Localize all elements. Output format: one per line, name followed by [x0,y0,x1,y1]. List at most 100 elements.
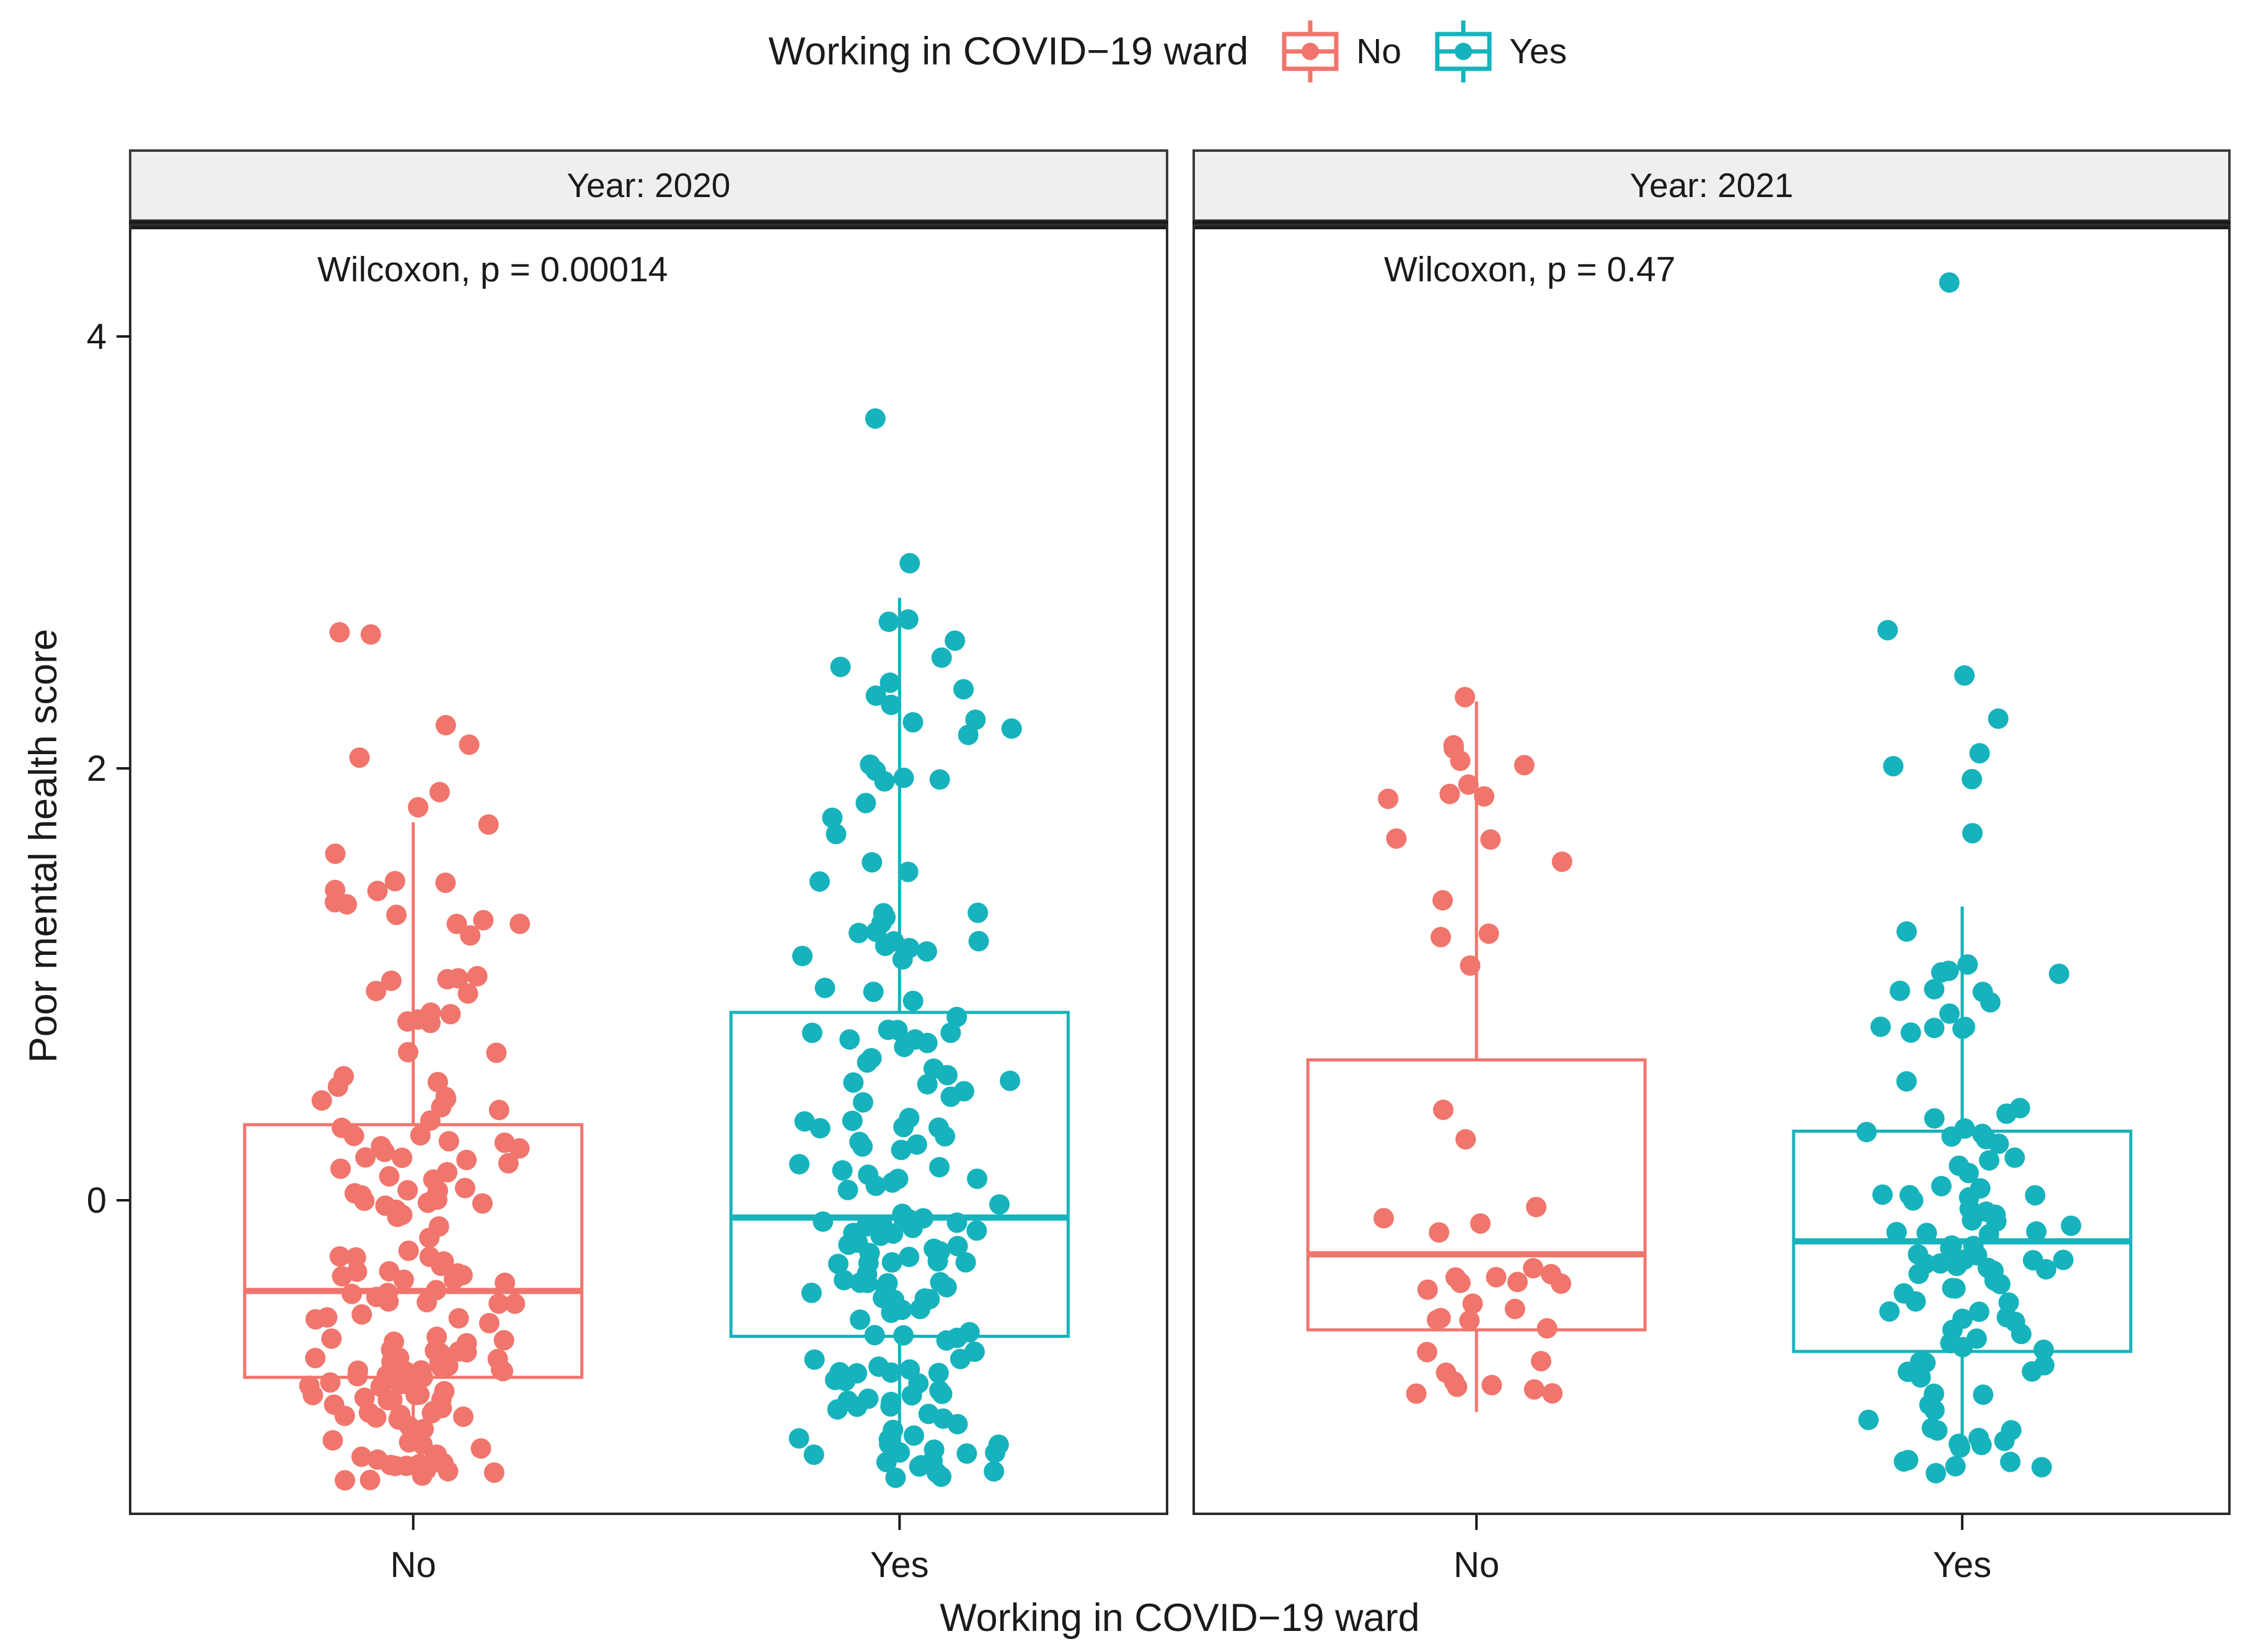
jitter-point [317,1307,338,1328]
jitter-point [483,1462,505,1483]
jitter-point [910,1298,931,1319]
jitter-point [2033,1339,2054,1360]
jitter-point [864,1325,885,1346]
jitter-point [803,1444,824,1465]
jitter-point [446,913,467,934]
jitter-point [498,1153,519,1174]
jitter-point [906,1134,927,1155]
legend-item-yes[interactable]: Yes [1434,17,1567,86]
jitter-point [410,1125,431,1146]
jitter-point [478,1312,500,1333]
jitter-point [2061,1215,2081,1236]
jitter-point [1931,1175,1952,1197]
jitter-point [478,814,499,835]
jitter-point [918,1404,939,1425]
jitter-point [1417,1279,1438,1300]
jitter-point [493,1330,514,1351]
jitter-point [967,902,989,923]
jitter-point [1001,718,1022,739]
jitter-point [431,1397,452,1418]
jitter-point [1879,1301,1900,1322]
jitter-point [1977,1257,1998,1278]
jitter-point [809,871,830,892]
jitter-point [2048,964,2069,984]
jitter-point [1470,1213,1491,1234]
jitter-point [901,1385,922,1406]
jitter-point [1980,992,2001,1013]
jitter-point [431,1452,452,1474]
jitter-point [1514,755,1535,776]
facet-strip-2020: Year: 2020 [566,166,731,204]
jitter-point [1856,1122,1877,1143]
jitter-point [2031,1457,2052,1478]
jitter-point [955,1252,976,1273]
legend-item-no[interactable]: No [1280,17,1401,86]
jitter-point [928,1363,949,1384]
jitter-point [878,611,899,632]
jitter-point [968,931,989,952]
jitter-point [878,1290,899,1311]
jitter-point [984,1461,1005,1482]
jitter-point [959,1322,980,1343]
jitter-point [1900,1022,1921,1043]
jitter-point [842,1110,863,1131]
jitter-point [1542,1383,1563,1404]
x-tick-label: Yes [1933,1545,1992,1585]
jitter-point [967,1168,988,1189]
jitter-point [488,1293,509,1314]
jitter-point [1523,1379,1545,1400]
jitter-point [1925,1462,1946,1483]
jitter-point [448,1307,469,1329]
jitter-point [337,894,358,915]
facet-strip-box [1192,149,2231,222]
jitter-point [1978,1150,1999,1171]
jitter-point [881,695,902,715]
jitter-point [794,1111,815,1132]
jitter-point [1958,1162,1979,1184]
jitter-point [1954,1249,1975,1270]
jitter-point [1896,921,1917,942]
jitter-point [1433,1099,1454,1120]
jitter-point [928,1117,949,1138]
jitter-point [1429,1222,1450,1243]
jitter-point [848,923,870,944]
y-tick-label: 0 [87,1180,107,1221]
jitter-point [947,1236,968,1257]
jitter-point [1994,1430,2015,1451]
x-tick-label: No [1453,1545,1499,1585]
jitter-point [865,408,886,429]
jitter-point [1968,1301,1990,1322]
jitter-point [1474,786,1495,807]
jitter-point [1462,1293,1483,1314]
jitter-point [437,1162,457,1183]
jitter-point [1952,1337,1973,1358]
jitter-point [486,1042,507,1063]
jitter-point [305,1348,326,1369]
boxplot-key-icon-yes [1435,20,1492,82]
jitter-point [1450,1272,1471,1293]
jitter-point [324,1394,345,1415]
jitter-point [881,1252,902,1273]
facet-strip-2021: Year: 2021 [1629,166,1794,204]
legend: Working in COVID−19 ward No Yes [0,11,2261,92]
jitter-point [804,1349,825,1370]
jitter-point [904,1425,924,1446]
panel-border [129,224,1168,1515]
jitter-point [1930,1253,1951,1274]
jitter-point [1526,1197,1547,1218]
jitter-point [923,1439,945,1460]
jitter-point [1969,743,1990,764]
jitter-point [1923,1383,1944,1404]
jitter-point [1962,823,1983,844]
jitter-point [1950,1437,1971,1458]
y-axis-title: Poor mental health score [22,628,65,1063]
jitter-point [989,1194,1010,1215]
jitter-point [885,1467,906,1488]
jitter-point [379,1261,400,1282]
jitter-point [945,630,966,651]
jitter-point [2004,1147,2025,1168]
jitter-point [1551,1273,1572,1294]
jitter-point [457,983,478,1004]
jitter-point [1903,1190,1924,1211]
